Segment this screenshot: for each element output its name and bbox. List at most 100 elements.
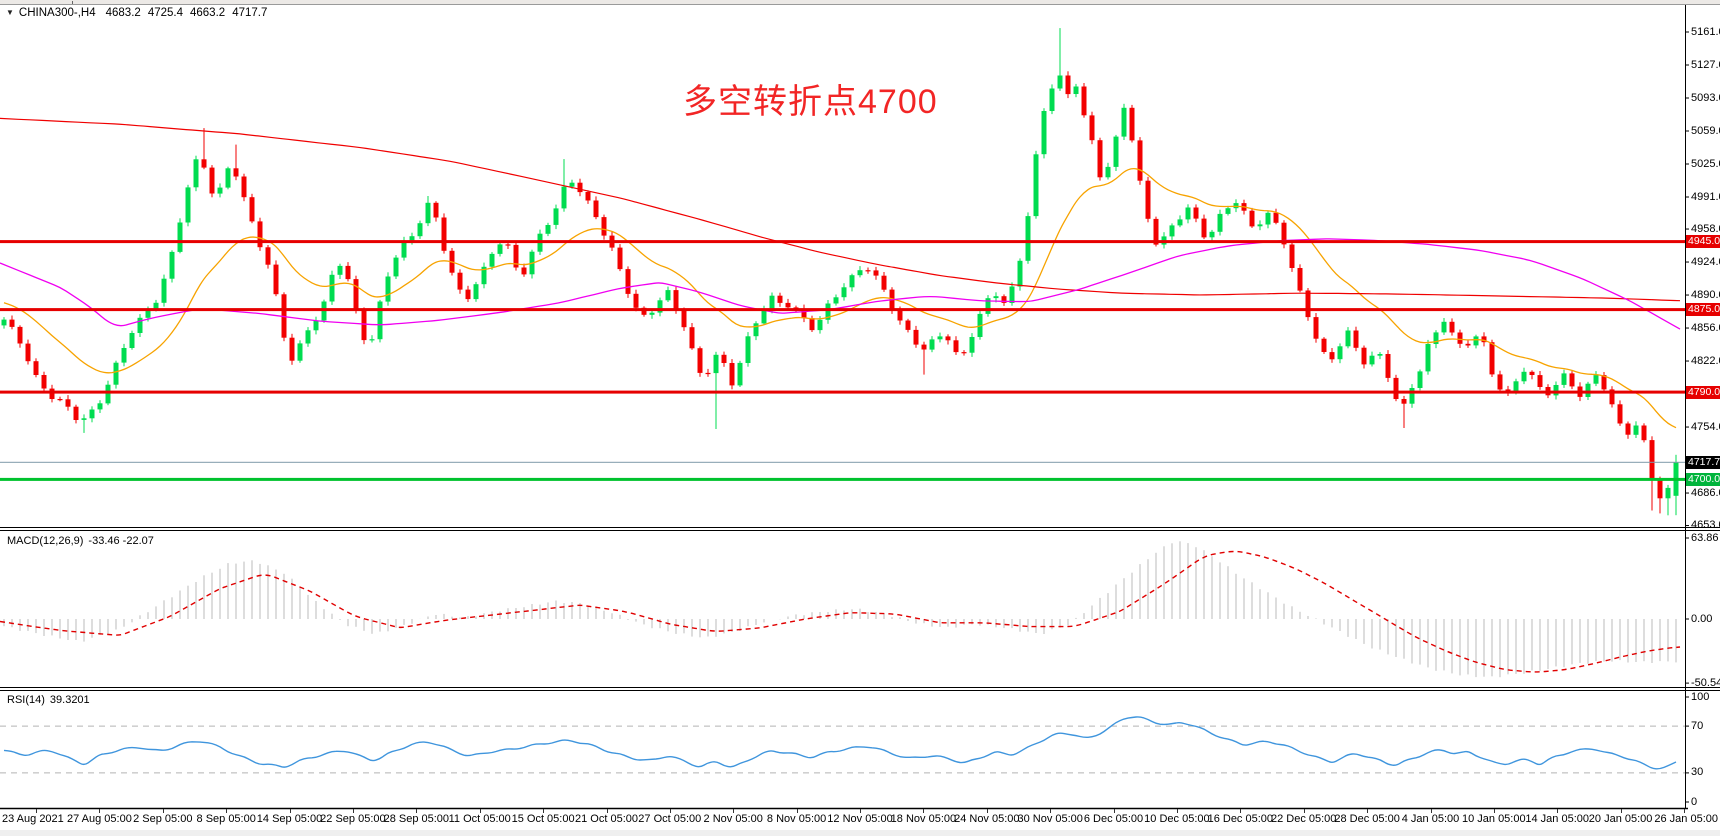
time-axis-tick <box>162 809 164 813</box>
time-axis-label[interactable]: 28 Sep 05:00 <box>383 813 450 825</box>
price-axis-tick: 4856.0 <box>1691 321 1720 334</box>
price-axis-tick: 5127.0 <box>1691 58 1720 71</box>
window-top-strip <box>0 0 1720 5</box>
time-axis-label[interactable]: 22 Sep 05:00 <box>320 813 386 825</box>
symbol-header: ▼ CHINA300-,H4 4683.2 4725.4 4663.2 4717.7 <box>6 7 274 19</box>
rsi-value: 39.3201 <box>49 694 90 706</box>
macd-indicator-label: MACD(12,26,9) -33.46 -22.07 <box>7 535 159 547</box>
price-axis-tick: 4686.0 <box>1691 486 1720 499</box>
price-axis-tick: 5161.0 <box>1691 25 1720 38</box>
symbol-period-label: CHINA300-,H4 <box>18 7 96 19</box>
time-axis-tick <box>1430 809 1432 813</box>
price-axis-tick: 4822.0 <box>1691 354 1720 367</box>
bar-open-value: 4683.2 <box>105 7 141 19</box>
symbol-dropdown-icon[interactable]: ▼ <box>6 8 14 17</box>
time-axis-tick <box>986 809 988 813</box>
time-axis-label[interactable]: 11 Oct 05:00 <box>448 813 511 825</box>
macd-values: -33.46 -22.07 <box>88 535 154 547</box>
time-axis-label[interactable]: 14 Jan 05:00 <box>1525 813 1589 825</box>
time-axis-tick <box>226 809 228 813</box>
price-axis-tick: 5025.0 <box>1691 157 1720 170</box>
bar-high-value: 4725.4 <box>147 7 183 19</box>
time-axis-label[interactable]: 22 Dec 05:00 <box>1270 813 1337 825</box>
time-axis-label[interactable]: 30 Nov 05:00 <box>1017 813 1083 825</box>
time-axis-label[interactable]: 15 Oct 05:00 <box>511 813 575 825</box>
time-axis-label[interactable]: 26 Jan 05:00 <box>1654 813 1718 825</box>
time-axis-label[interactable]: 18 Nov 05:00 <box>890 813 957 825</box>
time-axis-tick <box>1303 809 1305 813</box>
time-axis-label[interactable]: 24 Nov 05:00 <box>954 813 1020 825</box>
time-axis-tick <box>860 809 861 813</box>
time-axis-label[interactable]: 2 Nov 05:00 <box>703 813 763 825</box>
time-axis-label[interactable]: 27 Oct 05:00 <box>638 813 702 825</box>
price-axis-tick: 4924.0 <box>1691 255 1720 268</box>
price-axis-tick: 5093.0 <box>1691 91 1720 104</box>
time-axis-label[interactable]: 23 Aug 2021 <box>2 813 64 825</box>
time-axis-tick <box>1493 809 1495 813</box>
bar-low-value: 4663.2 <box>190 7 226 19</box>
time-axis-tick <box>479 809 481 813</box>
panel-separator <box>0 690 1720 691</box>
macd-axis-tick: 0.00 <box>1691 612 1713 625</box>
price-level-label: 4717.7 <box>1686 455 1720 469</box>
time-axis-label[interactable]: 8 Nov 05:00 <box>766 813 827 825</box>
time-axis-tick <box>289 809 291 813</box>
panel-separator[interactable] <box>0 527 1720 528</box>
price-axis-tick: 4754.0 <box>1691 420 1720 433</box>
rsi-axis-tick: 0 <box>1691 795 1698 808</box>
time-axis-tick <box>669 809 671 813</box>
time-axis-tick <box>1240 809 1242 813</box>
time-axis-tick <box>606 809 608 813</box>
time-axis-tick <box>923 809 925 813</box>
time-axis-label[interactable]: 20 Jan 05:00 <box>1588 813 1653 825</box>
time-axis-label[interactable]: 21 Oct 05:00 <box>575 813 638 825</box>
time-axis-tick <box>352 809 354 813</box>
time-axis-label[interactable]: 28 Dec 05:00 <box>1334 813 1400 825</box>
price-axis-tick: 4653.0 <box>1691 519 1720 532</box>
macd-axis-tick: -50.54 <box>1691 676 1720 689</box>
price-axis-tick: 4991.0 <box>1691 190 1720 203</box>
price-axis-tick: 5059.0 <box>1691 124 1720 137</box>
time-axis-tick <box>36 809 37 813</box>
time-axis-tick <box>99 809 101 813</box>
time-axis-tick <box>416 809 418 813</box>
time-axis-label[interactable]: 27 Aug 05:00 <box>66 813 132 825</box>
time-axis-label[interactable]: 6 Dec 05:00 <box>1083 813 1144 825</box>
rsi-axis-tick: 30 <box>1691 766 1704 779</box>
time-axis-tick <box>1620 809 1622 813</box>
price-level-label: 4700.0 <box>1686 472 1720 486</box>
time-axis-label[interactable]: 16 Dec 05:00 <box>1207 813 1274 825</box>
time-axis-tick <box>1557 809 1559 813</box>
time-axis-tick <box>1113 809 1115 813</box>
time-axis-tick <box>543 809 545 813</box>
time-axis-label[interactable]: 12 Nov 05:00 <box>827 813 893 825</box>
panel-separator[interactable] <box>0 687 1720 688</box>
price-axis-tick: 4890.0 <box>1691 288 1720 301</box>
macd-title: MACD(12,26,9) <box>7 535 84 547</box>
rsi-title: RSI(14) <box>7 694 45 706</box>
window-divider-tick <box>72 1 73 4</box>
price-axis-tick: 4958.0 <box>1691 222 1720 235</box>
time-axis-tick <box>733 809 735 813</box>
time-axis-label[interactable]: 14 Sep 05:00 <box>256 813 323 825</box>
panel-separator <box>0 530 1720 531</box>
macd-axis-tick: 63.86 <box>1691 531 1719 544</box>
time-axis-tick <box>1367 809 1369 813</box>
chart-annotation-text: 多空转折点4700 <box>683 83 938 121</box>
time-axis-tick <box>1050 809 1052 813</box>
window-bottom-strip <box>0 830 1720 836</box>
time-axis-tick <box>1176 809 1178 813</box>
time-axis-label[interactable]: 2 Sep 05:00 <box>133 813 193 825</box>
time-axis-label[interactable]: 10 Jan 05:00 <box>1461 813 1526 825</box>
price-level-label: 4790.0 <box>1686 385 1720 399</box>
price-level-label: 4875.0 <box>1686 303 1720 317</box>
time-axis-label[interactable]: 4 Jan 05:00 <box>1401 813 1460 825</box>
time-axis-tick <box>796 809 798 813</box>
time-axis-label[interactable]: 8 Sep 05:00 <box>196 813 256 825</box>
bar-close-value: 4717.7 <box>232 7 268 19</box>
rsi-axis-tick: 70 <box>1691 719 1704 732</box>
time-axis-label[interactable]: 10 Dec 05:00 <box>1144 813 1210 825</box>
rsi-indicator-label: RSI(14) 39.3201 <box>7 694 95 706</box>
